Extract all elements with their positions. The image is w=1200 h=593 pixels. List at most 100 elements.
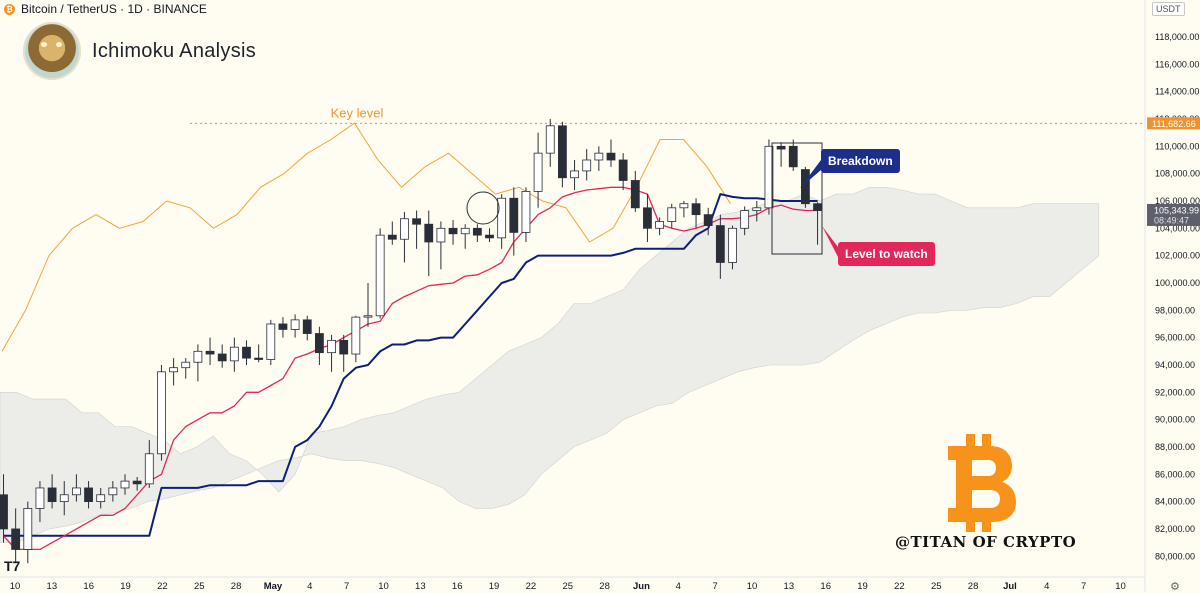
- bearish-candle: [509, 197, 519, 233]
- key-level-value: 111,682.66: [1152, 119, 1196, 129]
- time-tick-label: 19: [120, 581, 131, 592]
- bearish-candle: [132, 480, 142, 485]
- time-tick-label: 10: [10, 581, 21, 592]
- bullish-candle: [96, 494, 106, 503]
- level-to-watch-callout: Level to watch: [838, 242, 935, 266]
- bullish-candle: [266, 323, 276, 360]
- watermark: @TITAN OF CRYPTO: [895, 533, 1077, 551]
- time-tick-label: 25: [931, 581, 942, 592]
- price-tick-label: 90,000.00: [1155, 415, 1195, 425]
- bearish-candle: [813, 203, 822, 211]
- bearish-candle: [205, 350, 215, 355]
- price-tick-label: 108,000.00: [1155, 169, 1200, 179]
- bullish-candle: [120, 480, 130, 489]
- time-tick-label: 10: [378, 581, 389, 592]
- bullish-candle: [169, 367, 179, 373]
- bullish-candle: [181, 361, 191, 369]
- candlesticks: [0, 118, 822, 564]
- bullish-candle: [351, 316, 361, 355]
- bullish-candle: [752, 207, 762, 211]
- ichimoku-cloud: [0, 187, 1100, 543]
- price-tick-label: 84,000.00: [1155, 497, 1195, 507]
- price-tick-label: 104,000.00: [1155, 223, 1200, 233]
- bearish-candle: [339, 339, 349, 355]
- tradingview-logo[interactable]: T7: [4, 558, 21, 574]
- bearish-candle: [0, 494, 8, 530]
- time-tick-label: 4: [307, 581, 312, 592]
- time-tick-label: 7: [1081, 581, 1086, 592]
- symbol-label: Bitcoin / TetherUS · 1D · BINANCE: [21, 2, 207, 16]
- bullish-candle: [460, 227, 470, 235]
- bearish-candle: [472, 227, 482, 236]
- price-tick-label: 114,000.00: [1155, 87, 1199, 97]
- time-axis: 10 13 16 19 22 25 28 May 4 7 10 13 16 19 22 25 28 Jun 4 7 10…: [0, 576, 1145, 592]
- key-level-line: Key level: [190, 105, 1145, 124]
- bullish-candle: [193, 350, 203, 363]
- bearish-candle: [776, 145, 786, 150]
- bearish-candle: [448, 227, 458, 235]
- bearish-candle: [606, 152, 616, 161]
- time-tick-label: Jul: [1003, 581, 1017, 592]
- bearish-candle: [558, 125, 567, 179]
- price-tick-label: 98,000.00: [1155, 305, 1195, 315]
- bearish-candle: [84, 487, 93, 503]
- bullish-candle: [290, 319, 300, 330]
- time-tick-label: 7: [713, 581, 718, 592]
- time-tick-label: May: [264, 581, 283, 592]
- breakdown-pointer: [800, 160, 821, 188]
- watch-pointer: [822, 226, 838, 257]
- bearish-candle: [11, 528, 21, 550]
- bearish-candle: [630, 180, 640, 209]
- bearish-candle: [788, 145, 798, 168]
- bearish-candle: [643, 207, 652, 229]
- price-tick-label: 82,000.00: [1155, 524, 1195, 534]
- price-tick-label: 88,000.00: [1155, 442, 1195, 452]
- time-tick-label: 28: [968, 581, 979, 592]
- time-tick-label: 25: [194, 581, 205, 592]
- time-tick-label: 4: [1044, 581, 1049, 592]
- countdown-timer: 08:49:47: [1154, 215, 1189, 225]
- bitcoin-logo-icon: [948, 434, 1016, 532]
- key-level-label: Key level: [331, 105, 384, 120]
- price-tick-label: 94,000.00: [1155, 360, 1195, 370]
- time-tick-label: 7: [344, 581, 349, 592]
- time-tick-label: 16: [452, 581, 463, 592]
- time-tick-label: 10: [747, 581, 758, 592]
- price-tick-label: 86,000.00: [1155, 469, 1195, 479]
- breakdown-callout: Breakdown: [821, 149, 900, 173]
- bearish-candle: [715, 225, 725, 263]
- bullish-candle: [72, 487, 81, 496]
- bearish-candle: [242, 346, 251, 359]
- bearish-candle: [801, 169, 810, 205]
- bullish-candle: [533, 152, 543, 192]
- bullish-candle: [375, 234, 385, 317]
- chikou-span-line: [1, 122, 731, 352]
- bearish-candle: [387, 234, 397, 240]
- bullish-candle: [570, 170, 579, 179]
- bearish-candle: [412, 218, 422, 225]
- bullish-candle: [35, 487, 45, 509]
- bearish-candle: [314, 333, 324, 354]
- bearish-candle: [278, 323, 288, 330]
- avatar-eye-icon: [41, 42, 47, 47]
- price-tick-label: 116,000.00: [1155, 59, 1199, 69]
- time-tick-label: 4: [676, 581, 681, 592]
- bullish-candle: [728, 227, 737, 263]
- bullish-candle: [229, 346, 239, 362]
- avatar: [23, 22, 81, 80]
- bearish-candle: [485, 234, 494, 239]
- symbol-bar[interactable]: ₿ Bitcoin / TetherUS · 1D · BINANCE: [0, 0, 1149, 18]
- bearish-candle: [254, 357, 264, 360]
- time-tick-label: 13: [784, 581, 795, 592]
- bitcoin-coin-icon: ₿: [4, 3, 15, 15]
- gear-icon[interactable]: ⚙: [1170, 581, 1180, 593]
- bullish-candle: [582, 159, 592, 172]
- currency-label[interactable]: USDT: [1152, 2, 1185, 16]
- avatar-eye-icon: [56, 42, 62, 47]
- price-axis: 118,000.00116,000.00114,000.00112,000.00…: [1144, 0, 1200, 592]
- current-price-value: 105,343.99: [1154, 205, 1199, 215]
- price-tick-label: 80,000.00: [1155, 551, 1195, 561]
- tenkan-sen-line: [3, 186, 818, 551]
- time-tick-label: 22: [526, 581, 537, 592]
